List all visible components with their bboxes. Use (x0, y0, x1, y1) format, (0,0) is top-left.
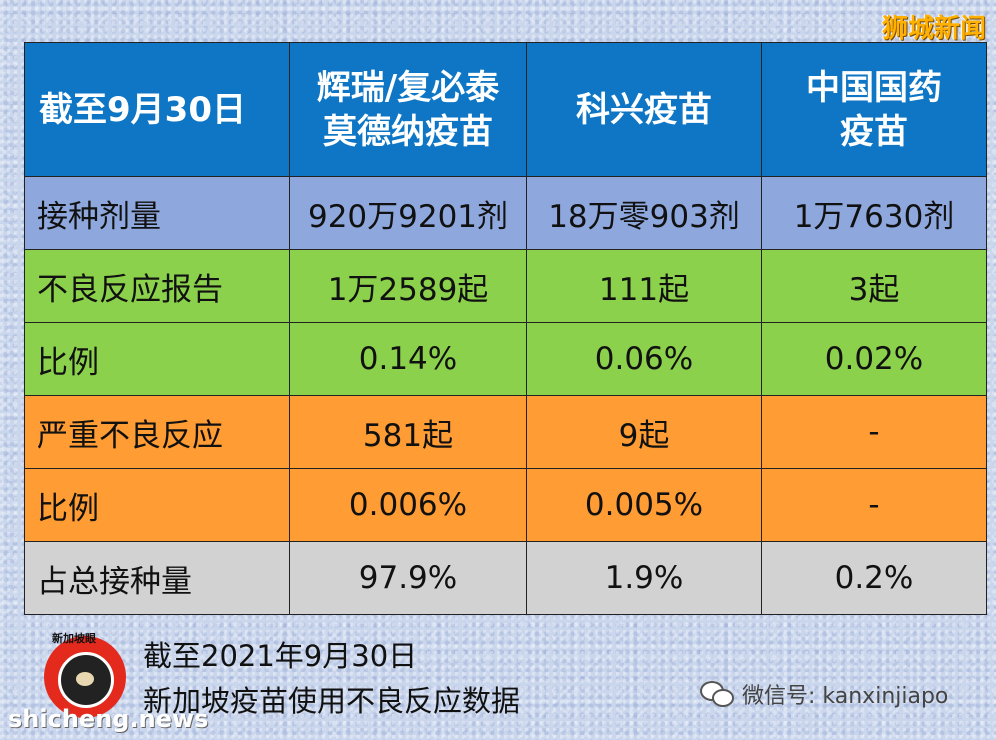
cell-value: 18万零903剂 (526, 176, 762, 250)
table-row: 占总接种量 97.9% 1.9% 0.2% (24, 541, 987, 615)
site-watermark: shicheng.news (8, 705, 209, 733)
logo-caption: 新加坡眼 (52, 632, 96, 645)
cell-value: 0.006% (289, 468, 527, 542)
cell-value: 920万9201剂 (289, 176, 527, 250)
footnote-date: 截至2021年9月30日 (143, 639, 418, 673)
table-row: 比例 0.14% 0.06% 0.02% (24, 322, 987, 396)
cell-value: 581起 (289, 395, 527, 469)
cell-value: - (761, 468, 987, 542)
cell-value: 0.14% (289, 322, 527, 396)
table-header-row: 截至9月30日 辉瑞/复必泰 莫德纳疫苗 科兴疫苗 中国国药 疫苗 (24, 42, 987, 177)
wechat-icon (700, 681, 734, 707)
cell-value: 0.06% (526, 322, 762, 396)
header-pfizer-moderna-text: 辉瑞/复必泰 莫德纳疫苗 (316, 67, 500, 152)
cell-value: 0.2% (761, 541, 987, 615)
table-row: 严重不良反应 581起 9起 - (24, 395, 987, 469)
row-label: 比例 (24, 322, 290, 396)
vaccine-adverse-reaction-table: 截至9月30日 辉瑞/复必泰 莫德纳疫苗 科兴疫苗 中国国药 疫苗 接种剂量 9… (24, 42, 987, 615)
brand-watermark: 狮城新闻 (881, 14, 986, 44)
wechat-text: 微信号: kanxinjiapo (742, 684, 949, 709)
cell-value: 0.02% (761, 322, 987, 396)
cell-value: 1.9% (526, 541, 762, 615)
footnote-title: 新加坡疫苗使用不良反应数据 (143, 684, 521, 718)
row-label: 严重不良反应 (24, 395, 290, 469)
header-date: 截至9月30日 (24, 42, 290, 177)
cell-value: 97.9% (289, 541, 527, 615)
cell-value: - (761, 395, 987, 469)
cell-value: 3起 (761, 249, 987, 323)
cell-value: 9起 (526, 395, 762, 469)
logo-eye (76, 672, 94, 686)
header-sinopharm-text: 中国国药 疫苗 (806, 67, 942, 152)
cell-value: 111起 (526, 249, 762, 323)
wechat-id: 微信号: kanxinjiapo (700, 678, 948, 710)
kanxinjiapo-logo-icon (44, 636, 126, 718)
table-row: 接种剂量 920万9201剂 18万零903剂 1万7630剂 (24, 176, 987, 250)
cell-value: 1万7630剂 (761, 176, 987, 250)
table-row: 不良反应报告 1万2589起 111起 3起 (24, 249, 987, 323)
table-row: 比例 0.006% 0.005% - (24, 468, 987, 542)
header-sinovac: 科兴疫苗 (526, 42, 762, 177)
row-label: 占总接种量 (24, 541, 290, 615)
row-label: 接种剂量 (24, 176, 290, 250)
row-label: 不良反应报告 (24, 249, 290, 323)
row-label: 比例 (24, 468, 290, 542)
cell-value: 1万2589起 (289, 249, 527, 323)
header-sinopharm: 中国国药 疫苗 (761, 42, 987, 177)
header-pfizer-moderna: 辉瑞/复必泰 莫德纳疫苗 (289, 42, 527, 177)
cell-value: 0.005% (526, 468, 762, 542)
